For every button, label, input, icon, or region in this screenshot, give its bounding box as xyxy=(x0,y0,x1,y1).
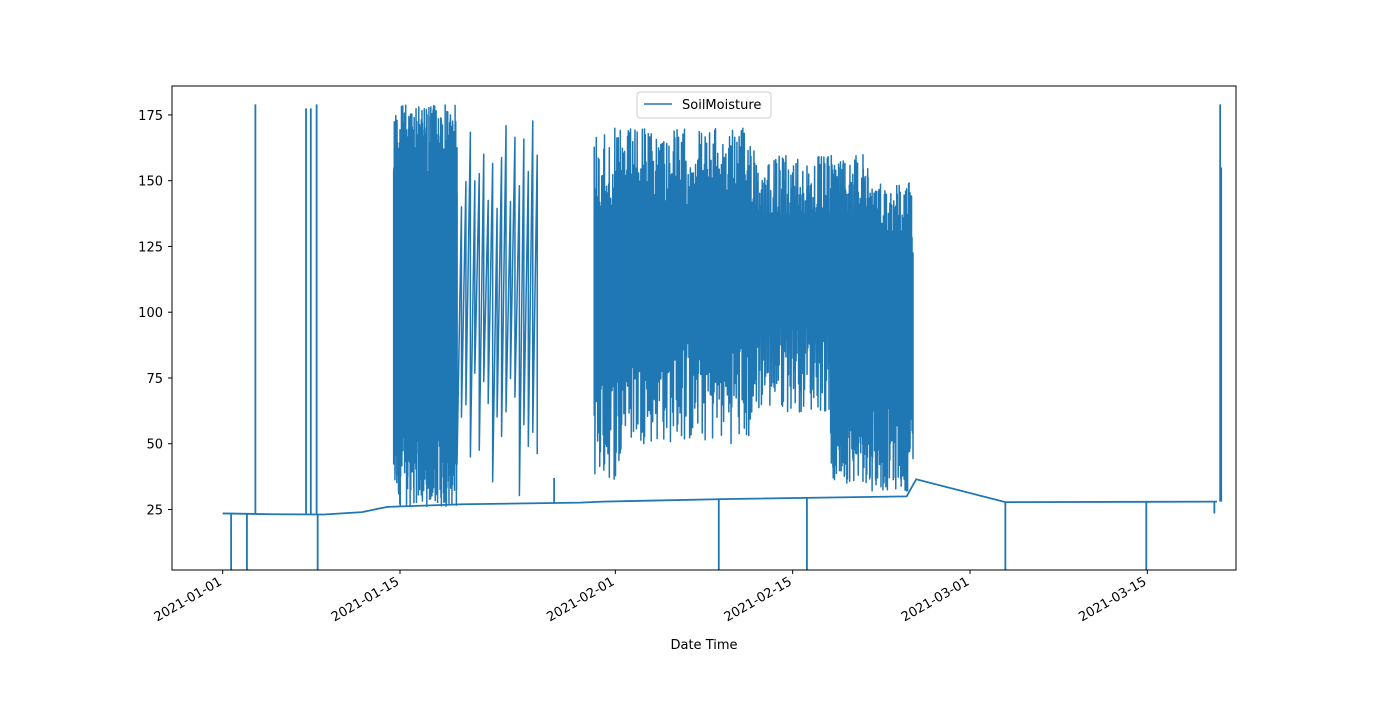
y-axis: 25 50 75 100 125 150 175 xyxy=(138,109,172,519)
series-layer xyxy=(222,104,1223,570)
series-band-6 xyxy=(867,182,914,492)
x-axis-label: Date Time xyxy=(670,638,737,653)
legend-box xyxy=(636,91,772,119)
legend-label-soilmoisture: SoilMoisture xyxy=(682,98,761,113)
y-tick-label-125: 125 xyxy=(138,240,163,255)
y-tick-label-175: 175 xyxy=(138,109,163,124)
series-band-5 xyxy=(829,154,870,484)
y-tick-label-100: 100 xyxy=(138,306,163,321)
plot-frame xyxy=(171,85,1237,571)
series-baseline xyxy=(222,478,1218,516)
series-band-4 xyxy=(753,154,832,413)
y-tick-label-150: 150 xyxy=(138,175,163,190)
series-band-0 xyxy=(392,104,458,508)
y-tick-label-25: 25 xyxy=(146,504,163,519)
series-soilmoisture xyxy=(222,104,1223,570)
series-band-3 xyxy=(620,127,756,445)
y-tick-label-50: 50 xyxy=(146,438,163,453)
series-band-1 xyxy=(456,120,538,497)
series-band-2 xyxy=(593,127,623,480)
legend: SoilMoisture xyxy=(636,91,772,119)
y-tick-label-75: 75 xyxy=(146,372,163,387)
